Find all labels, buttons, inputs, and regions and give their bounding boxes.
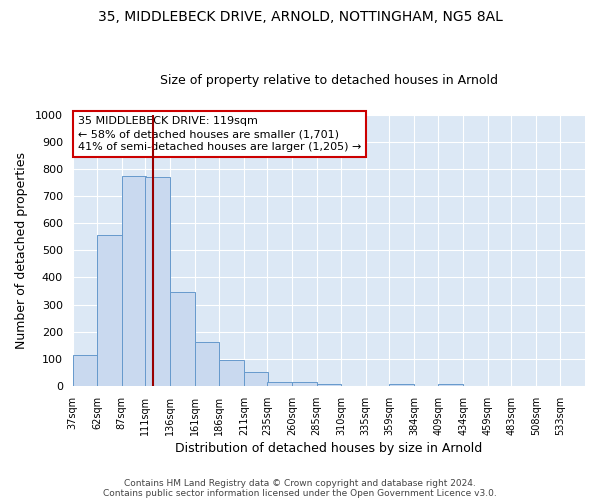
Bar: [244, 372, 268, 386]
Bar: [268, 382, 292, 386]
Bar: [97, 234, 122, 386]
Bar: [292, 382, 317, 386]
Bar: [145, 177, 170, 386]
Bar: [317, 384, 341, 386]
X-axis label: Distribution of detached houses by size in Arnold: Distribution of detached houses by size …: [175, 442, 482, 455]
Text: 35, MIDDLEBECK DRIVE, ARNOLD, NOTTINGHAM, NG5 8AL: 35, MIDDLEBECK DRIVE, ARNOLD, NOTTINGHAM…: [98, 10, 502, 24]
Bar: [219, 360, 244, 386]
Text: Contains HM Land Registry data © Crown copyright and database right 2024.: Contains HM Land Registry data © Crown c…: [124, 478, 476, 488]
Bar: [439, 384, 463, 386]
Bar: [73, 356, 97, 386]
Title: Size of property relative to detached houses in Arnold: Size of property relative to detached ho…: [160, 74, 498, 87]
Y-axis label: Number of detached properties: Number of detached properties: [15, 152, 28, 349]
Text: Contains public sector information licensed under the Open Government Licence v3: Contains public sector information licen…: [103, 488, 497, 498]
Bar: [122, 176, 146, 386]
Bar: [194, 342, 219, 386]
Bar: [170, 292, 194, 386]
Bar: [389, 384, 414, 386]
Text: 35 MIDDLEBECK DRIVE: 119sqm
← 58% of detached houses are smaller (1,701)
41% of : 35 MIDDLEBECK DRIVE: 119sqm ← 58% of det…: [78, 116, 361, 152]
